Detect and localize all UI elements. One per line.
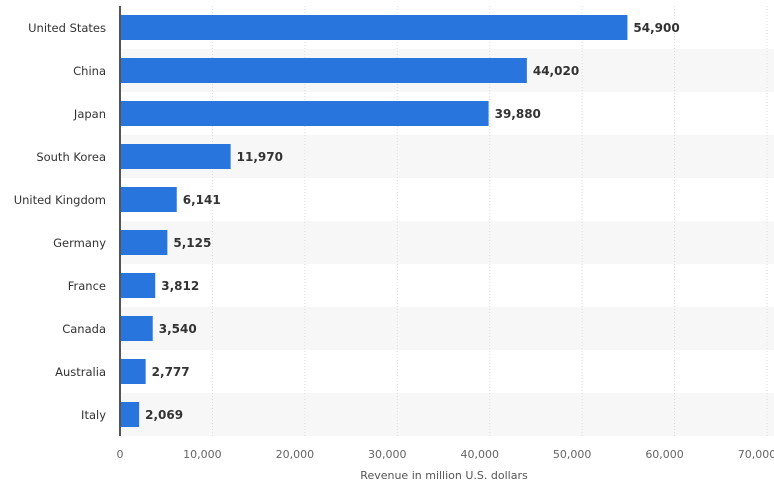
bar: [120, 144, 231, 169]
category-label: Japan: [73, 107, 106, 121]
x-tick-label: 70,000: [738, 448, 774, 461]
x-tick-label: 40,000: [460, 448, 499, 461]
category-label: China: [73, 64, 106, 78]
bar: [120, 230, 168, 255]
category-label: United Kingdom: [14, 193, 106, 207]
bar: [120, 101, 489, 126]
x-tick-label: 60,000: [645, 448, 684, 461]
value-label: 2,777: [152, 365, 190, 379]
x-tick-label: 0: [117, 448, 124, 461]
category-label: United States: [28, 21, 106, 35]
category-label: Canada: [62, 322, 106, 336]
x-tick-label: 10,000: [183, 448, 222, 461]
bar: [120, 402, 140, 427]
bar: [120, 58, 527, 83]
value-label: 3,540: [159, 322, 197, 336]
bar: [120, 187, 177, 212]
row-stripe: [120, 393, 774, 436]
x-tick-label: 20,000: [276, 448, 315, 461]
row-stripe: [120, 221, 774, 264]
bar: [120, 273, 156, 298]
value-label: 3,812: [161, 279, 199, 293]
value-label: 54,900: [633, 21, 679, 35]
row-stripe: [120, 307, 774, 350]
category-label: Germany: [53, 236, 106, 250]
category-label: South Korea: [36, 150, 106, 164]
x-tick-label: 50,000: [553, 448, 592, 461]
x-tick-label: 30,000: [368, 448, 407, 461]
x-axis-title: Revenue in million U.S. dollars: [360, 469, 528, 482]
bar: [120, 15, 628, 40]
category-label: Australia: [55, 365, 106, 379]
value-label: 39,880: [495, 107, 541, 121]
bar: [120, 359, 146, 384]
value-label: 11,970: [237, 150, 283, 164]
value-label: 44,020: [533, 64, 579, 78]
category-label: Italy: [81, 408, 106, 422]
value-label: 2,069: [145, 408, 183, 422]
value-label: 6,141: [183, 193, 221, 207]
bar: [120, 316, 153, 341]
category-label: France: [68, 279, 106, 293]
value-label: 5,125: [173, 236, 211, 250]
